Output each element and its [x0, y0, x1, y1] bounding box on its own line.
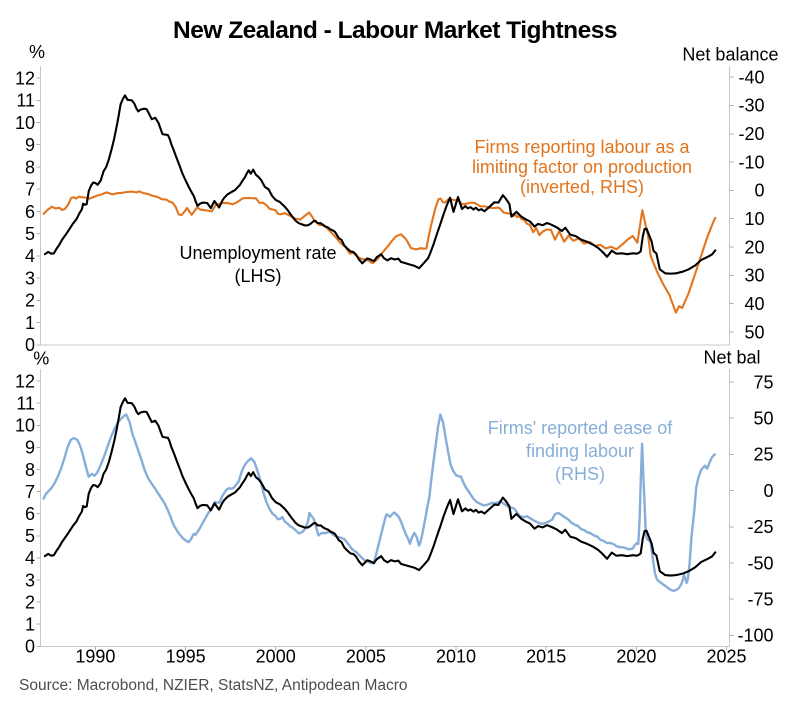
svg-text:12: 12 — [15, 371, 35, 391]
svg-text:50: 50 — [744, 322, 764, 342]
svg-text:-25: -25 — [747, 517, 773, 537]
svg-text:12: 12 — [15, 68, 35, 88]
svg-text:-75: -75 — [747, 590, 773, 610]
svg-text:Net balance: Net balance — [682, 45, 778, 65]
svg-text:2025: 2025 — [706, 647, 746, 667]
svg-text:2: 2 — [25, 592, 35, 612]
svg-text:2015: 2015 — [526, 647, 566, 667]
svg-text:1995: 1995 — [166, 647, 206, 667]
svg-text:6: 6 — [25, 202, 35, 222]
svg-text:2020: 2020 — [616, 647, 656, 667]
svg-text:9: 9 — [25, 135, 35, 155]
svg-text:1990: 1990 — [75, 647, 115, 667]
svg-text:-100: -100 — [737, 626, 773, 646]
svg-text:Unemployment rate: Unemployment rate — [179, 243, 336, 263]
svg-text:1: 1 — [25, 313, 35, 333]
svg-text:3: 3 — [25, 269, 35, 289]
svg-text:%: % — [33, 349, 49, 369]
svg-text:0: 0 — [763, 481, 773, 501]
svg-text:20: 20 — [744, 237, 764, 257]
svg-text:9: 9 — [25, 438, 35, 458]
svg-text:(inverted, RHS): (inverted, RHS) — [520, 177, 644, 197]
svg-text:2005: 2005 — [346, 647, 386, 667]
svg-text:25: 25 — [753, 445, 773, 465]
svg-text:5: 5 — [25, 526, 35, 546]
svg-text:-50: -50 — [747, 553, 773, 573]
svg-text:6: 6 — [25, 504, 35, 524]
svg-text:Firms reporting labour as a: Firms reporting labour as a — [474, 137, 690, 157]
svg-text:7: 7 — [25, 482, 35, 502]
svg-text:-20: -20 — [738, 124, 764, 144]
svg-text:Net bal: Net bal — [703, 348, 760, 368]
svg-text:75: 75 — [753, 372, 773, 392]
svg-text:0: 0 — [754, 181, 764, 201]
svg-text:Firms' reported ease of: Firms' reported ease of — [488, 418, 674, 438]
svg-text:10: 10 — [15, 416, 35, 436]
svg-text:-10: -10 — [738, 152, 764, 172]
svg-text:7: 7 — [25, 180, 35, 200]
svg-text:1: 1 — [25, 615, 35, 635]
svg-text:4: 4 — [25, 548, 35, 568]
svg-text:%: % — [29, 42, 45, 62]
svg-text:Source: Macrobond, NZIER, Stat: Source: Macrobond, NZIER, StatsNZ, Antip… — [19, 677, 408, 694]
svg-text:50: 50 — [753, 409, 773, 429]
svg-text:New Zealand - Labour Market Ti: New Zealand - Labour Market Tightness — [173, 17, 617, 44]
svg-text:8: 8 — [25, 460, 35, 480]
svg-text:11: 11 — [16, 91, 35, 111]
svg-text:(RHS): (RHS) — [555, 464, 605, 484]
svg-text:40: 40 — [744, 294, 764, 314]
svg-text:-30: -30 — [738, 96, 764, 116]
svg-text:2000: 2000 — [256, 647, 296, 667]
svg-text:(LHS): (LHS) — [234, 266, 281, 286]
svg-text:10: 10 — [744, 209, 764, 229]
svg-text:10: 10 — [15, 113, 35, 133]
svg-text:30: 30 — [744, 266, 764, 286]
svg-text:2: 2 — [25, 291, 35, 311]
svg-text:8: 8 — [25, 157, 35, 177]
svg-text:5: 5 — [25, 224, 35, 244]
svg-text:2010: 2010 — [436, 647, 476, 667]
svg-text:11: 11 — [16, 394, 35, 414]
svg-text:0: 0 — [25, 335, 35, 355]
svg-text:finding labour: finding labour — [526, 441, 634, 461]
svg-text:limiting factor on production: limiting factor on production — [472, 157, 692, 177]
svg-text:0: 0 — [25, 637, 35, 657]
svg-text:-40: -40 — [738, 67, 764, 87]
svg-text:4: 4 — [25, 246, 35, 266]
svg-text:3: 3 — [25, 570, 35, 590]
